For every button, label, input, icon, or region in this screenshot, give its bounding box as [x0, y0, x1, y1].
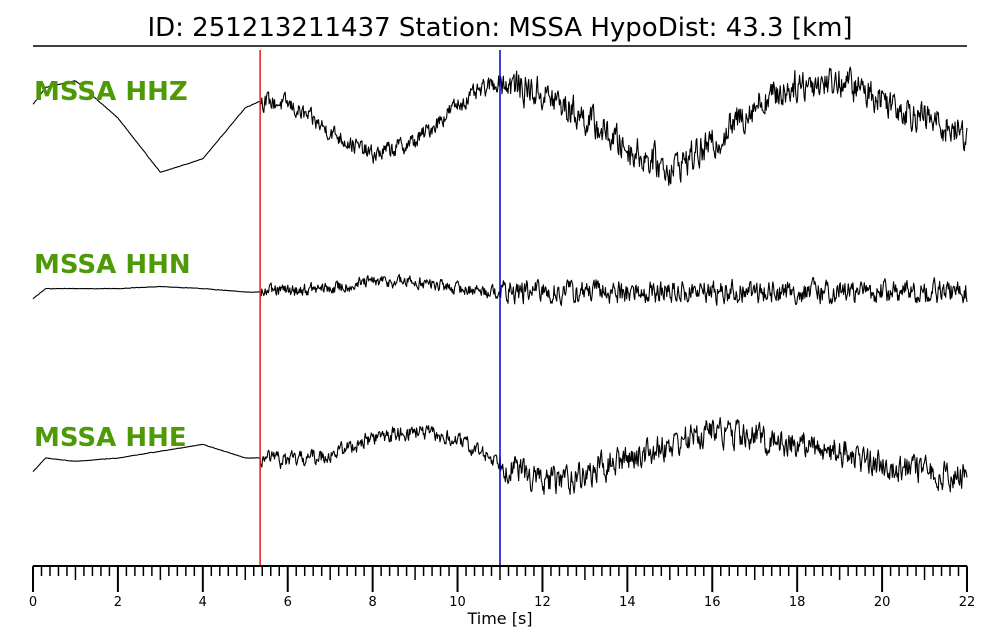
x-tick-label: 16	[704, 595, 721, 610]
channel-label-mssa-hhe: MSSA HHE	[34, 423, 187, 453]
x-tick-label: 22	[959, 595, 976, 610]
x-axis-label: Time [s]	[466, 609, 532, 628]
phase-picks-group	[259, 50, 501, 566]
x-tick-label: 20	[874, 595, 891, 610]
channel-labels-group: MSSA HHZ MSSA HHN MSSA HHE	[34, 77, 191, 453]
x-tick-label: 18	[789, 595, 806, 610]
x-tick-label: 14	[619, 595, 636, 610]
x-tick-label: 8	[368, 595, 376, 610]
x-tick-label: 10	[449, 595, 466, 610]
x-tick-label: 6	[284, 595, 292, 610]
channel-label-mssa-hhz: MSSA HHZ	[34, 77, 188, 107]
channel-label-mssa-hhn: MSSA HHN	[34, 250, 191, 280]
time-axis: 0 2 4 6 8 10 12 14 16 18 20 22	[29, 565, 976, 610]
x-tick-label: 12	[534, 595, 551, 610]
x-tick-label: 4	[199, 595, 207, 610]
x-tick-label: 0	[29, 595, 37, 610]
figure-title: ID: 251213211437 Station: MSSA HypoDist:…	[147, 13, 852, 43]
x-tick-label: 2	[114, 595, 122, 610]
